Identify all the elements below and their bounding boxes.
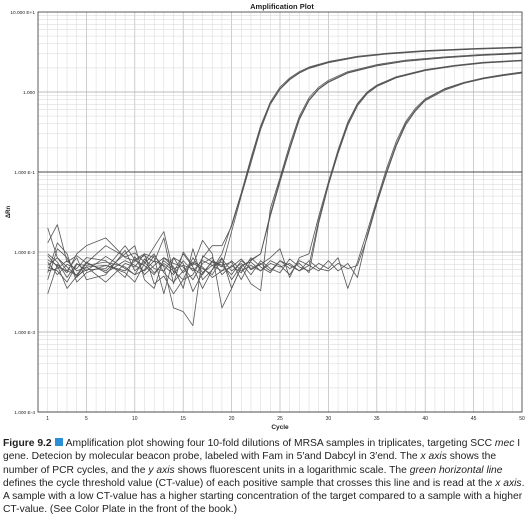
amplification-curve xyxy=(47,47,523,327)
figure-label: Figure 9.2 xyxy=(3,438,52,449)
amplification-plot: Amplification Plot 10.000 E+1 1.000 1.000 … xyxy=(6,2,525,431)
x-tick-label: 35 xyxy=(374,416,380,422)
caption-text-1: Amplification plot showing four 10-fold … xyxy=(65,438,495,449)
amplification-curve xyxy=(47,59,523,283)
caption-text-2: I gene. Detecion by molecular beacon pro… xyxy=(3,438,521,463)
y-tick-label: 1.000 xyxy=(23,90,35,96)
x-tick-label: 30 xyxy=(326,416,332,422)
caption-text-4: shows fluorescent units in a logarithmic… xyxy=(174,464,410,476)
y-tick-label: 1.000 E-4 xyxy=(14,410,35,416)
x-tick-label: 20 xyxy=(229,416,235,422)
y-tick-label: 1.000 E-1 xyxy=(14,170,35,176)
caption-mec: mec xyxy=(494,438,515,449)
x-tick-label: 10 xyxy=(132,416,138,422)
grid xyxy=(38,12,522,413)
caption-x-axis: x axis xyxy=(420,451,447,463)
caption-text-6: . A sample with a low CT-value has a hig… xyxy=(3,477,525,516)
caption-text-3: shows the number of PCR cycles, and the xyxy=(3,451,497,476)
y-tick-labels: 10.000 E+1 1.000 1.000 E-1 1.000 E-2 1.000 E… xyxy=(10,10,35,416)
x-tick-label: 25 xyxy=(277,416,283,422)
y-tick-label: 1.000 E-3 xyxy=(14,330,35,336)
caption-x-axis-2: x axis xyxy=(495,477,522,489)
amplification-curve xyxy=(47,71,523,289)
x-tick-label: 1 xyxy=(46,416,49,422)
chart-title: Amplification Plot xyxy=(250,2,314,11)
figure-caption: Figure 9.2 Amplification plot showing fou… xyxy=(3,437,527,517)
caption-green-line: green horizontal line xyxy=(409,464,503,476)
x-tick-label: 50 xyxy=(519,416,525,422)
y-axis-label: ΔRn xyxy=(6,206,12,219)
y-tick-label: 1.000 E-2 xyxy=(14,250,35,256)
x-tick-label: 45 xyxy=(471,416,477,422)
amplification-curve xyxy=(47,52,523,309)
amplification-curve xyxy=(47,53,523,295)
y-tick-label: 10.000 E+1 xyxy=(10,10,35,16)
x-axis-label: Cycle xyxy=(271,424,289,431)
x-tick-label: 15 xyxy=(180,416,186,422)
amplification-curve xyxy=(47,60,523,281)
amplification-curve xyxy=(47,47,523,295)
caption-y-axis: y axis xyxy=(148,464,175,476)
plot-frame xyxy=(37,11,523,413)
amplification-curve xyxy=(47,72,523,278)
amplification-curve xyxy=(47,60,523,281)
x-tick-label: 40 xyxy=(422,416,428,422)
caption-square-icon xyxy=(54,438,63,446)
amplification-curves xyxy=(47,46,523,327)
x-tick-label: 5 xyxy=(85,416,88,422)
amplification-curve xyxy=(47,46,523,289)
amplification-curve xyxy=(47,72,523,276)
caption-text-5: defines the cycle threshold value (CT-va… xyxy=(3,477,496,489)
x-tick-labels: 1 5 10 15 20 25 30 35 40 45 50 xyxy=(46,416,525,422)
